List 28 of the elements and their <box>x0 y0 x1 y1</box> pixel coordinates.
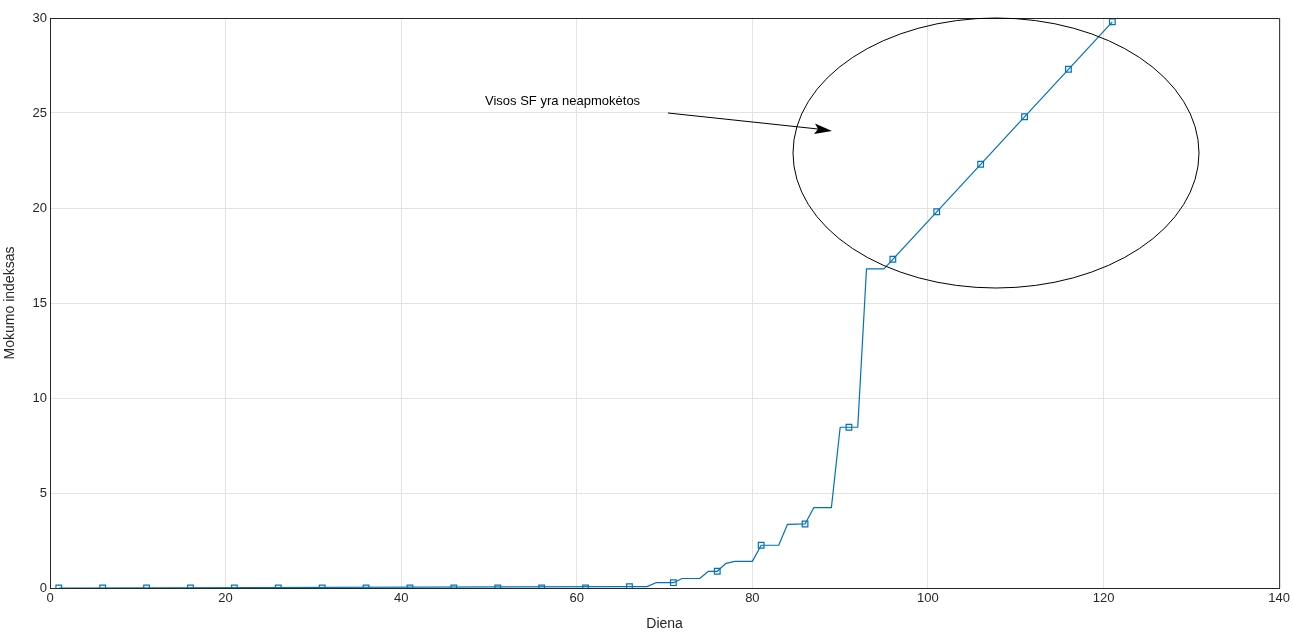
point <box>713 567 721 575</box>
point <box>889 255 897 263</box>
x-tick-label: 140 <box>1268 590 1291 606</box>
y-tick-label: 20 <box>32 199 47 215</box>
y-axis-title: Mokumo indeksas <box>1 246 18 360</box>
point <box>757 541 765 549</box>
annotation: Visos SF yra neapmokėtos <box>485 93 641 108</box>
y-tick-label: 5 <box>39 484 47 500</box>
x-tick-label: 20 <box>218 590 233 606</box>
point <box>1065 65 1072 73</box>
y-tick-label: 25 <box>32 104 47 120</box>
point <box>669 579 677 587</box>
point <box>801 520 809 528</box>
point <box>1108 18 1116 26</box>
point <box>933 208 941 216</box>
point <box>1021 113 1028 121</box>
x-tick-label: 120 <box>1092 590 1115 606</box>
x-tick-label: 100 <box>917 590 939 606</box>
y-tick-label: 10 <box>32 389 47 405</box>
x-tick-label: 40 <box>393 590 409 606</box>
y-tick-label: 0 <box>39 579 47 595</box>
y-tick-label: 15 <box>32 294 47 310</box>
x-axis-title: Diena <box>646 615 684 632</box>
y-tick-label: 30 <box>32 9 47 25</box>
x-tick-label: 60 <box>569 590 585 606</box>
x-tick-label: 80 <box>745 590 760 606</box>
point <box>845 423 853 431</box>
point <box>977 160 985 168</box>
